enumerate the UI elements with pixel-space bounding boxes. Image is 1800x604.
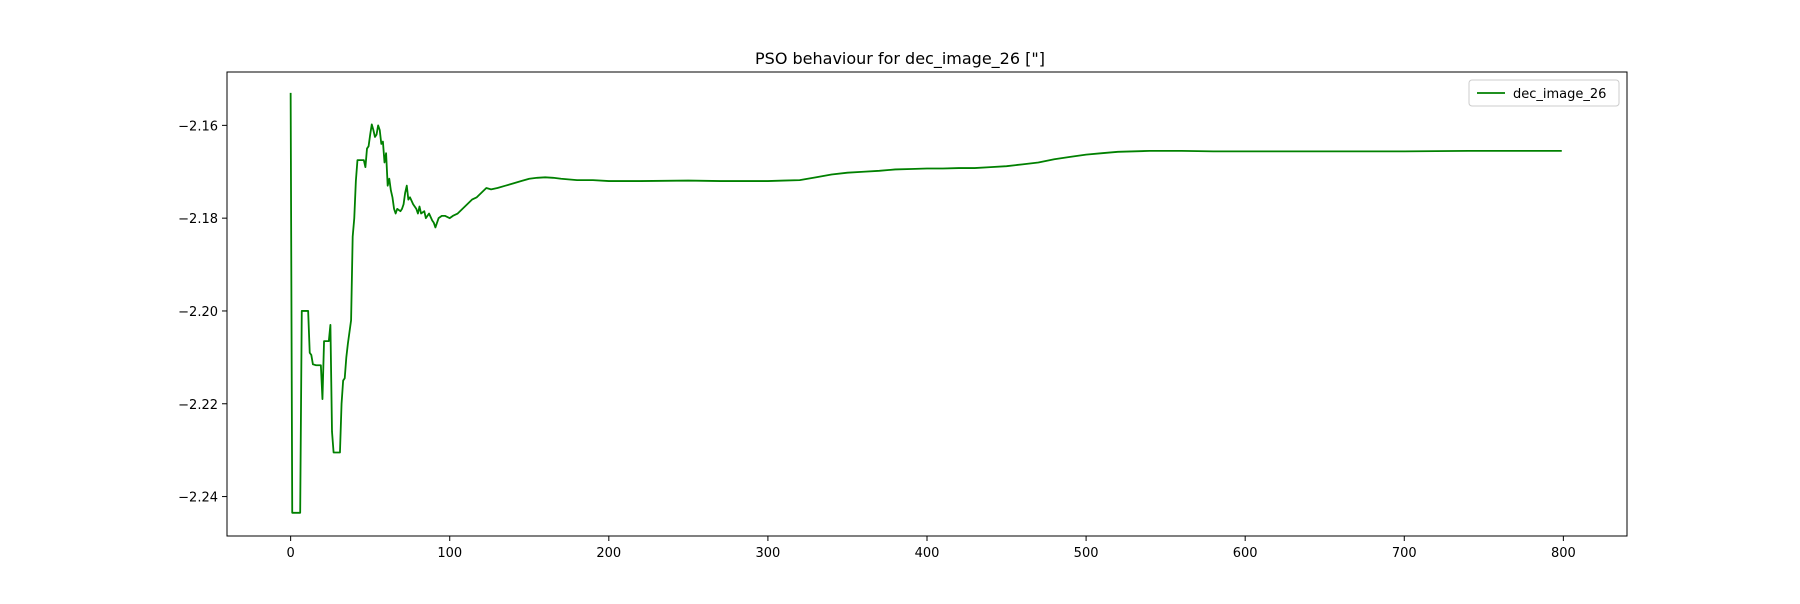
y-tick-label: −2.24 — [178, 491, 218, 506]
legend-box — [1468, 79, 1620, 107]
plot-frame — [226, 71, 1628, 537]
x-tick-label: 700 — [1392, 546, 1417, 561]
y-tick-label: −2.16 — [178, 119, 218, 134]
y-tick-label: −2.22 — [178, 398, 218, 413]
x-tick-label: 400 — [915, 546, 940, 561]
x-axis: 0 100 200 300 400 500 600 700 800 — [286, 536, 1576, 561]
x-tick-label: 0 — [286, 546, 294, 561]
y-tick-label: −2.18 — [178, 212, 218, 227]
series-line-dec_image_26 — [289, 92, 1562, 514]
x-tick-label: 800 — [1551, 546, 1576, 561]
legend: dec_image_26 — [1468, 79, 1620, 107]
x-tick-label: 300 — [755, 546, 780, 561]
x-tick-label: 100 — [437, 546, 462, 561]
y-tick-label: −2.20 — [178, 305, 218, 320]
x-tick-label: 600 — [1233, 546, 1258, 561]
plot-lines — [289, 92, 1562, 514]
x-tick-label: 500 — [1074, 546, 1099, 561]
chart-title: PSO behaviour for dec_image_26 ["] — [755, 49, 1045, 69]
y-axis: −2.16 −2.18 −2.20 −2.22 −2.24 — [178, 119, 227, 506]
legend-label: dec_image_26 — [1513, 87, 1606, 102]
x-tick-label: 200 — [596, 546, 621, 561]
